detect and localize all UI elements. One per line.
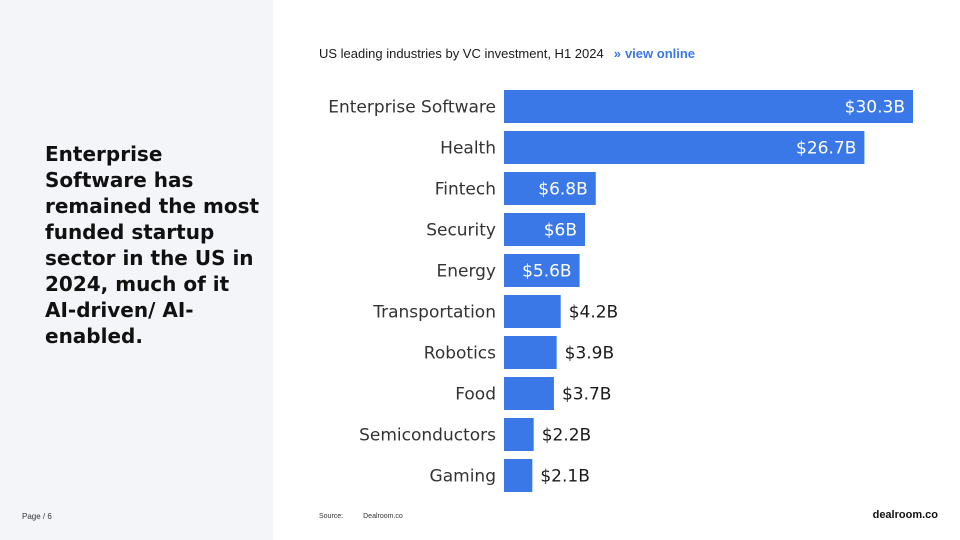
value-label-robotics: $3.9B	[565, 344, 615, 364]
category-label-food: Food	[455, 385, 496, 405]
category-label-security: Security	[426, 221, 496, 241]
source-value: Dealroom.co	[363, 513, 403, 520]
chart-header: US leading industries by VC investment, …	[319, 46, 695, 61]
category-label-health: Health	[440, 139, 496, 159]
source-label: Source:	[319, 513, 344, 520]
link-arrow-icon: »	[613, 46, 621, 61]
category-label-energy: Energy	[436, 262, 496, 282]
category-label-gaming: Gaming	[430, 467, 496, 487]
bar-health	[504, 131, 865, 164]
view-online-link[interactable]: view online	[624, 46, 696, 61]
chart-title: US leading industries by VC investment, …	[319, 46, 604, 61]
value-label-transportation: $4.2B	[569, 303, 619, 323]
value-label-enterprise-software: $30.3B	[845, 98, 905, 118]
left-panel: Enterprise Software has remained the mos…	[0, 0, 273, 540]
bar-security	[504, 213, 585, 246]
value-label-food: $3.7B	[562, 385, 612, 405]
category-label-transportation: Transportation	[372, 303, 496, 323]
bar-food	[504, 377, 554, 410]
headline: Enterprise Software has remained the mos…	[45, 142, 260, 348]
value-label-fintech: $6.8B	[538, 180, 588, 200]
bar-robotics	[504, 336, 557, 369]
page-number: Page / 6	[22, 512, 52, 521]
brand-logo: dealroom.co	[872, 509, 938, 521]
source-note: Source: Dealroom.co	[319, 513, 403, 520]
value-label-security: $6B	[544, 221, 577, 241]
value-label-energy: $5.6B	[522, 262, 572, 282]
value-label-health: $26.7B	[796, 139, 856, 159]
bar-transportation	[504, 295, 561, 328]
category-label-semiconductors: Semiconductors	[359, 426, 496, 446]
value-label-gaming: $2.1B	[540, 467, 590, 487]
bar-energy	[504, 254, 580, 287]
bar-enterprise-software	[504, 90, 913, 123]
category-label-robotics: Robotics	[424, 344, 496, 364]
category-label-enterprise-software: Enterprise Software	[328, 98, 496, 118]
category-label-fintech: Fintech	[435, 180, 496, 200]
bar-chart: Enterprise Software $30.3B Health $26.7B Fin…	[328, 90, 913, 492]
bar-semiconductors	[504, 418, 534, 451]
value-label-semiconductors: $2.2B	[542, 426, 592, 446]
bar-gaming	[504, 459, 533, 492]
bar-fintech	[504, 172, 596, 205]
